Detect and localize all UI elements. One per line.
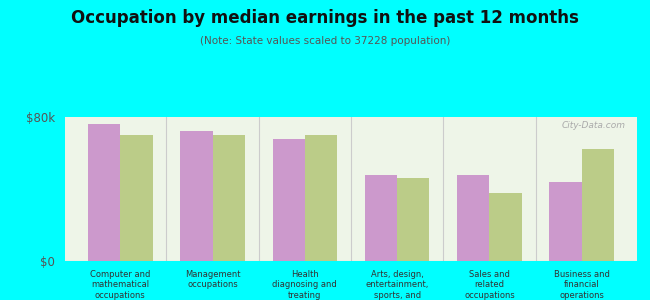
Bar bbox=[549, 182, 582, 261]
Bar bbox=[397, 178, 430, 261]
Text: Occupation by median earnings in the past 12 months: Occupation by median earnings in the pas… bbox=[71, 9, 579, 27]
Text: (Note: State values scaled to 37228 population): (Note: State values scaled to 37228 popu… bbox=[200, 36, 450, 46]
Bar bbox=[489, 193, 522, 261]
Bar bbox=[180, 131, 213, 261]
Bar bbox=[120, 135, 153, 261]
Bar bbox=[213, 135, 245, 261]
Bar bbox=[365, 175, 397, 261]
Bar bbox=[582, 149, 614, 261]
Text: City-Data.com: City-Data.com bbox=[562, 121, 625, 130]
Bar bbox=[305, 135, 337, 261]
Bar bbox=[272, 139, 305, 261]
Bar bbox=[457, 175, 489, 261]
Bar bbox=[88, 124, 120, 261]
